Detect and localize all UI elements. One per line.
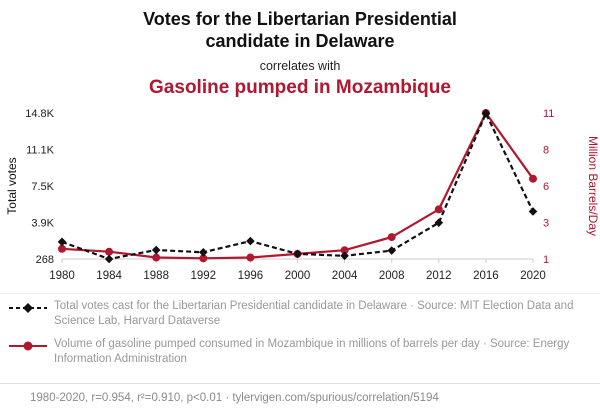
chart: 268 1 3.9K 3 7.5K 6 11.1K 8 14.8K 11 1980 1984 1988 1… xyxy=(5,108,600,282)
svg-text:2008: 2008 xyxy=(379,270,405,282)
svg-text:1: 1 xyxy=(543,254,549,266)
svg-text:2012: 2012 xyxy=(426,270,452,282)
svg-text:2004: 2004 xyxy=(332,270,358,282)
svg-text:11.1K: 11.1K xyxy=(26,144,55,156)
svg-text:1984: 1984 xyxy=(96,270,122,282)
legend-label-votes: Total votes cast for the Libertarian Pre… xyxy=(54,299,574,328)
svg-text:Total votes: Total votes xyxy=(5,157,19,214)
legend: Total votes cast for the Libertarian Pre… xyxy=(0,292,600,375)
svg-text:3.9K: 3.9K xyxy=(31,217,54,229)
red-line-circle-legend-icon xyxy=(9,341,47,351)
black-dashed-diamond-legend-icon xyxy=(9,302,47,313)
page-title: Votes for the Libertarian Presidential c… xyxy=(143,9,457,51)
svg-text:7.5K: 7.5K xyxy=(31,181,54,193)
svg-text:268: 268 xyxy=(36,254,54,266)
svg-text:8: 8 xyxy=(543,144,549,156)
svg-text:1996: 1996 xyxy=(238,270,264,282)
svg-text:2000: 2000 xyxy=(285,270,311,282)
header: Votes for the Libertarian Presidential c… xyxy=(0,0,600,99)
chart-area: 268 1 3.9K 3 7.5K 6 11.1K 8 14.8K 11 1980 1984 1988 1… xyxy=(0,101,600,293)
svg-text:14.8K: 14.8K xyxy=(25,108,54,120)
svg-text:3: 3 xyxy=(543,217,549,229)
svg-text:2016: 2016 xyxy=(473,270,499,282)
legend-row-gasoline: Volume of gasoline pumped consumed in Mo… xyxy=(8,337,590,368)
svg-text:1980: 1980 xyxy=(49,270,75,282)
legend-label-gasoline: Volume of gasoline pumped consumed in Mo… xyxy=(54,337,570,366)
legend-row-votes: Total votes cast for the Libertarian Pre… xyxy=(8,299,590,330)
svg-text:2020: 2020 xyxy=(520,270,546,282)
svg-text:1992: 1992 xyxy=(191,270,217,282)
svg-text:11: 11 xyxy=(543,108,554,120)
footer-stats: 1980-2020, r=0.954, r²=0.910, p<0.01 · t… xyxy=(0,383,600,414)
secondary-title: Gasoline pumped in Mozambique xyxy=(149,76,451,98)
svg-text:1988: 1988 xyxy=(143,270,169,282)
svg-text:Million Barrels/Day: Million Barrels/Day xyxy=(586,136,600,236)
svg-text:6: 6 xyxy=(543,181,549,193)
correlates-with-label: correlates with xyxy=(259,58,341,73)
